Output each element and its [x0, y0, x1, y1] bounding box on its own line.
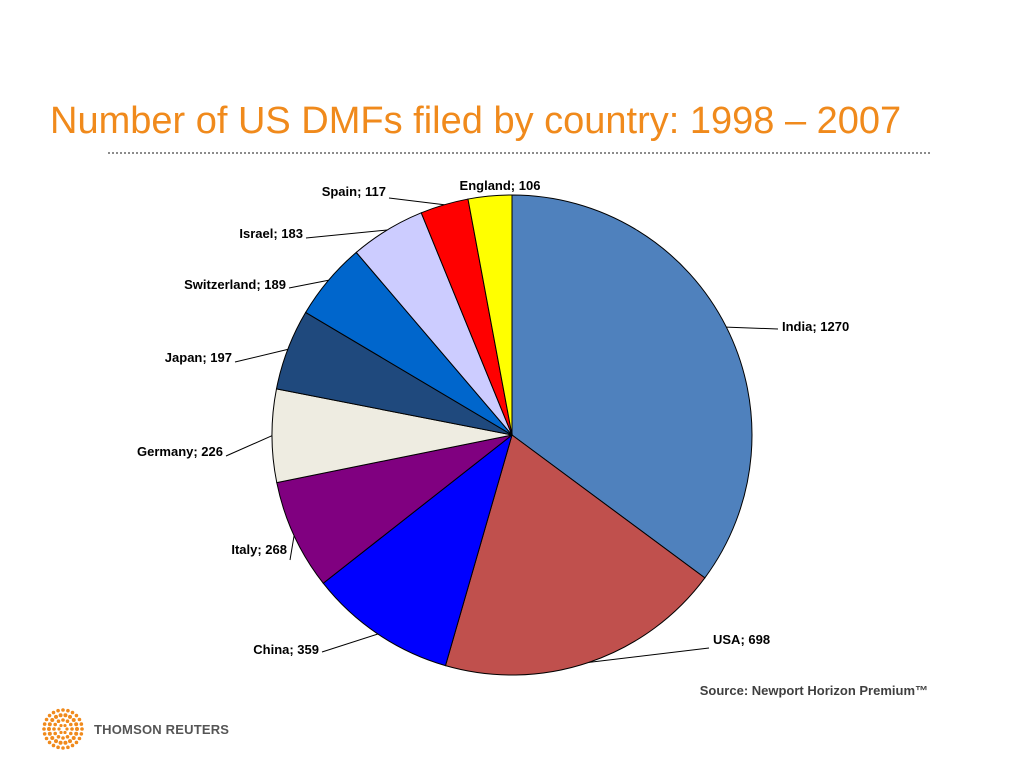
- data-label-usa: USA; 698: [713, 632, 770, 647]
- reuters-dots-icon: [42, 708, 84, 750]
- leader-line-japan: [234, 348, 288, 363]
- data-label-india: India; 1270: [782, 319, 849, 334]
- leader-line-italy: [289, 535, 295, 561]
- leader-line-spain: [388, 197, 445, 206]
- data-label-china: China; 359: [253, 642, 319, 657]
- data-label-israel: Israel; 183: [239, 226, 303, 241]
- data-label-england: England; 106: [460, 178, 541, 193]
- data-label-spain: Spain; 117: [322, 184, 386, 199]
- pie-slice-india: [511, 194, 753, 579]
- pie-slice-england: [467, 194, 513, 436]
- leader-line-china: [321, 633, 379, 653]
- pie-slice-italy: [276, 434, 513, 584]
- data-label-switzerland: Switzerland; 189: [184, 277, 286, 292]
- title-divider: [108, 152, 930, 154]
- leader-line-india: [726, 326, 779, 330]
- logo-text: THOMSON REUTERS: [94, 721, 230, 737]
- data-label-italy: Italy; 268: [231, 542, 287, 557]
- pie-slice-usa: [444, 434, 706, 676]
- company-logo: THOMSON REUTERS: [40, 706, 229, 752]
- source-note: Source: Newport Horizon Premium™: [699, 683, 928, 698]
- data-label-japan: Japan; 197: [165, 350, 232, 365]
- slide-title: Number of US DMFs filed by country: 1998…: [50, 100, 902, 142]
- leader-line-switzerland: [288, 279, 329, 289]
- leader-line-israel: [305, 229, 388, 239]
- data-label-germany: Germany; 226: [137, 444, 223, 459]
- leader-line-germany: [225, 435, 273, 457]
- leader-line-usa: [588, 647, 710, 663]
